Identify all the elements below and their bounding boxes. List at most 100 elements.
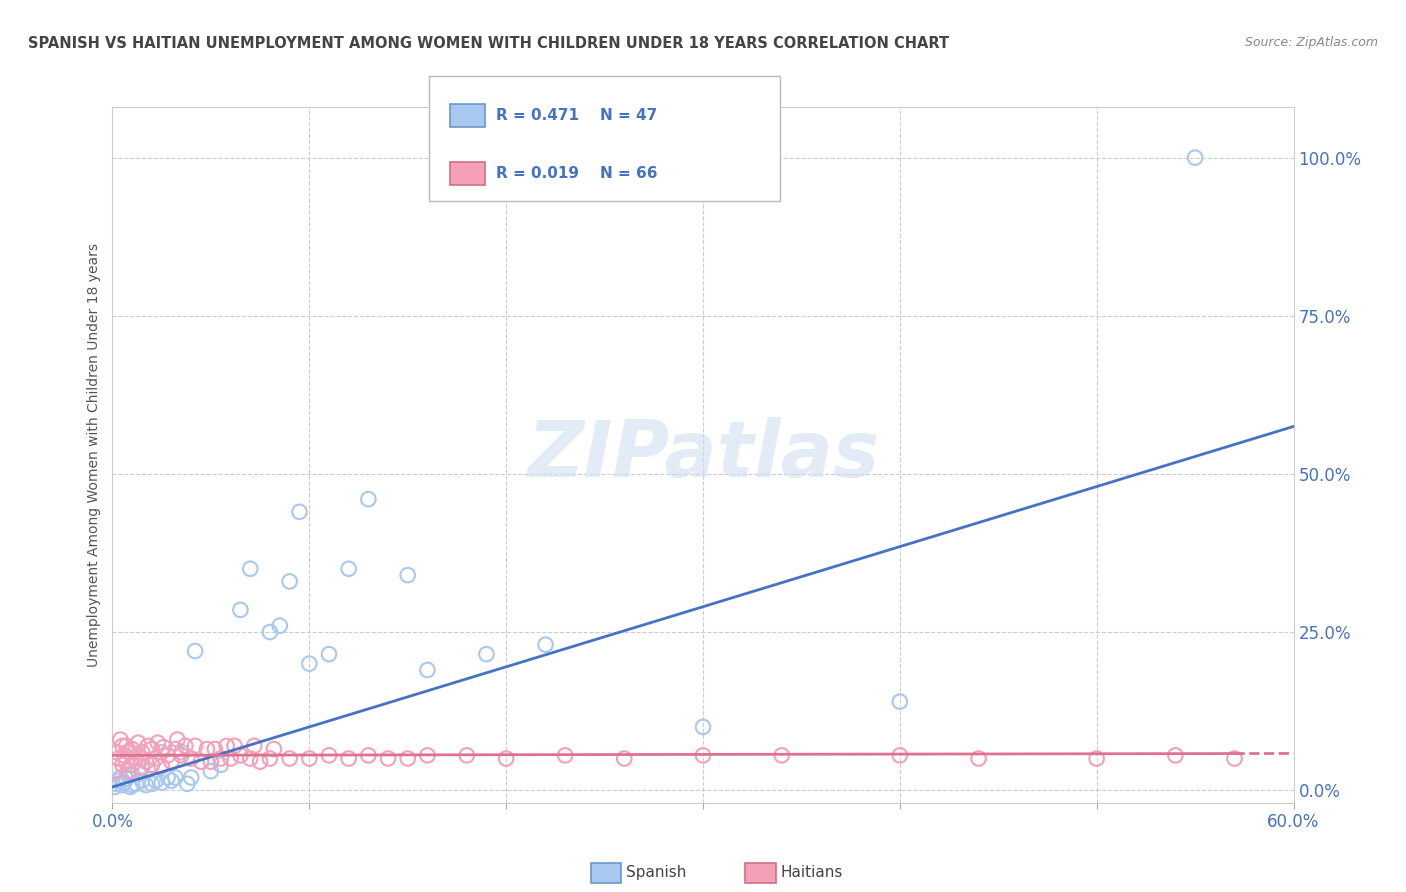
Point [239,751,262,765]
Text: Spanish: Spanish [626,865,686,880]
Point [150,759,173,773]
Point [613,751,636,765]
Point [184,644,207,658]
Point [239,562,262,576]
Point [416,663,439,677]
Point [889,695,911,709]
Point [156,748,179,763]
Point [224,739,246,753]
Text: ZIPatlas: ZIPatlas [527,417,879,493]
Point [152,740,174,755]
Point [160,773,183,788]
Point [112,748,135,763]
Point [107,751,129,765]
Point [156,771,179,785]
Point [103,780,125,794]
Point [180,771,202,785]
Point [121,767,143,781]
Point [554,748,576,763]
Point [121,742,143,756]
Point [110,732,132,747]
Point [165,771,187,785]
Point [121,778,143,792]
Point [209,757,232,772]
Point [117,767,139,781]
Point [318,647,340,661]
Point [259,751,281,765]
Point [200,764,222,779]
Point [889,748,911,763]
Point [127,736,149,750]
Point [967,751,990,765]
Point [229,603,252,617]
Point [125,751,148,765]
Point [357,492,380,507]
Point [115,755,138,769]
Point [204,742,226,756]
Point [117,764,139,779]
Point [170,748,193,763]
Point [112,775,135,789]
Point [166,732,188,747]
Point [396,568,419,582]
Point [150,775,173,789]
Point [105,777,128,791]
Point [259,625,281,640]
Point [195,742,218,756]
Point [174,739,197,753]
Point [456,748,478,763]
Point [692,748,714,763]
Point [105,745,128,759]
Point [136,739,159,753]
Point [416,748,439,763]
Point [176,777,198,791]
Point [103,764,125,779]
Point [141,757,163,772]
Point [135,778,157,792]
Point [115,772,138,786]
Point [770,748,793,763]
Point [298,657,321,671]
Point [121,757,143,772]
Point [1184,151,1206,165]
Point [180,751,202,765]
Point [127,764,149,779]
Point [160,755,183,769]
Point [263,742,285,756]
Point [141,777,163,791]
Point [1164,748,1187,763]
Point [125,777,148,791]
Point [534,638,557,652]
Point [1223,751,1246,765]
Point [145,751,167,765]
Point [145,773,167,788]
Text: SPANISH VS HAITIAN UNEMPLOYMENT AMONG WOMEN WITH CHILDREN UNDER 18 YEARS CORRELA: SPANISH VS HAITIAN UNEMPLOYMENT AMONG WO… [28,36,949,51]
Point [141,742,163,756]
Text: R = 0.471    N = 47: R = 0.471 N = 47 [496,109,658,123]
Point [243,739,266,753]
Point [692,720,714,734]
Point [298,751,321,765]
Point [141,757,163,772]
Point [165,742,187,756]
Point [111,739,134,753]
Point [288,505,311,519]
Point [229,748,252,763]
Point [170,745,193,759]
Point [131,761,153,775]
Point [396,751,419,765]
Point [184,739,207,753]
Point [111,757,134,772]
Point [357,748,380,763]
Point [110,771,132,785]
Point [278,751,301,765]
Text: Haitians: Haitians [780,865,842,880]
Point [120,745,142,759]
Point [337,751,360,765]
Point [337,562,360,576]
Point [215,739,238,753]
Point [120,780,142,794]
Point [219,751,242,765]
Point [190,755,212,769]
Point [269,618,291,632]
